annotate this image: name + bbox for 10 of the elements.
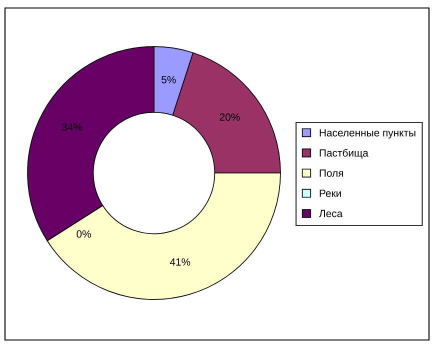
- legend-label: Реки: [320, 190, 341, 198]
- legend-label: Леса: [319, 210, 343, 218]
- legend-label: Населенные пункты: [320, 129, 416, 139]
- data-label: 34%: [62, 123, 82, 131]
- text: 0%: [76, 230, 91, 238]
- data-label: 20%: [220, 113, 240, 121]
- legend-label: Пастбища: [320, 148, 368, 159]
- data-label: 5%: [162, 76, 176, 84]
- legend-label: Поля: [320, 170, 344, 177]
- data-label: 41%: [170, 258, 190, 266]
